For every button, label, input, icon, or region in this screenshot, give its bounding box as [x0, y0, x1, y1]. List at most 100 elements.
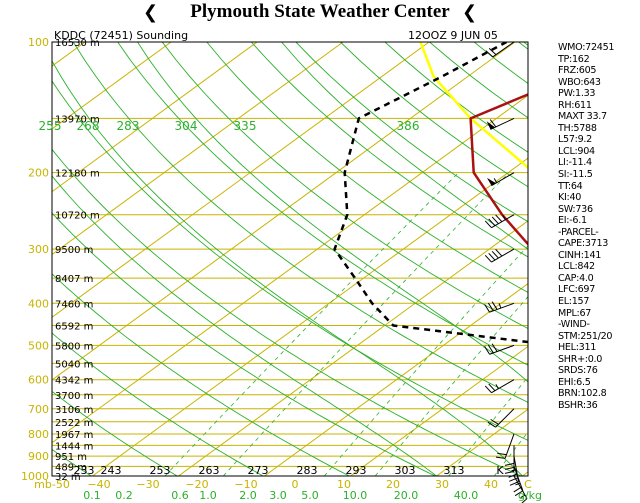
height-label: 7460 m — [55, 299, 93, 310]
sounding-index: TT:64 — [558, 180, 583, 192]
theta-label: 335 — [234, 119, 257, 133]
mixing-ratio-line — [323, 245, 528, 476]
pressure-tick-label: 700 — [28, 403, 49, 416]
sounding-index: -PARCEL- — [558, 226, 599, 238]
isotherm-line — [52, 42, 172, 130]
height-label: 3106 m — [55, 405, 93, 416]
temperature-profile-line — [469, 93, 528, 246]
kelvin-tick-label: 233 — [74, 464, 95, 477]
pressure-tick-label: 900 — [28, 450, 49, 463]
sounding-index: MPL:67 — [558, 307, 592, 319]
sounding-index: CAPE:3713 — [558, 238, 609, 250]
sounding-index: FRZ:605 — [558, 65, 597, 77]
isotherm-line — [92, 157, 528, 476]
height-label: 9500 m — [55, 245, 93, 256]
sounding-index: RH:611 — [558, 99, 592, 111]
height-label: 16530 m — [55, 38, 100, 49]
sounding-index: TP:162 — [558, 53, 590, 65]
kelvin-tick-label: 243 — [101, 464, 122, 477]
isotherm-line — [52, 42, 344, 256]
height-label: 12180 m — [55, 169, 100, 180]
theta-label: 283 — [117, 119, 140, 133]
sounding-index: MAXT 33.7 — [558, 111, 607, 123]
theta-label: 304 — [175, 119, 198, 133]
theta-label: 255 — [39, 119, 62, 133]
mixing-ratio-label: g/kg — [518, 489, 542, 502]
height-label: 2522 m — [55, 418, 93, 429]
height-label: 951 m — [55, 452, 87, 463]
sounding-index: EL:157 — [558, 296, 590, 308]
wind-barb — [486, 172, 515, 187]
sounding-index: TH:5788 — [558, 122, 597, 134]
moist-adiabat-line — [137, 42, 528, 383]
sounding-index: LCL:842 — [558, 261, 595, 273]
dry-adiabat-line — [52, 332, 264, 476]
sounding-index: L57:9.2 — [558, 134, 592, 146]
height-label: 32 m — [55, 472, 81, 483]
celsius-tick-label: 40 — [484, 478, 498, 491]
sounding-index: LI:-11.4 — [558, 157, 592, 169]
pressure-tick-label: 300 — [28, 243, 49, 256]
kelvin-tick-label: 253 — [150, 464, 171, 477]
mixing-ratio-line — [374, 296, 528, 476]
kelvin-tick-label: 263 — [199, 464, 220, 477]
isotherm-line — [178, 220, 528, 476]
page-title-bar: ❮ Plymouth State Weather Center ❮ — [0, 0, 640, 26]
kelvin-tick-label: K — [496, 464, 504, 477]
sounding-index: EHI:6.5 — [558, 376, 591, 388]
height-label: 6592 m — [55, 321, 93, 332]
celsius-tick-label: −30 — [136, 478, 159, 491]
moist-adiabat-line — [52, 175, 437, 476]
wind-barb — [495, 433, 515, 459]
pennant-left-icon: ❮ — [143, 2, 159, 23]
isotherm-line — [52, 94, 528, 444]
wind-barb — [484, 301, 515, 313]
mixing-ratio-line — [493, 431, 528, 476]
sounding-index: -WIND- — [558, 319, 590, 331]
dry-adiabat-line — [52, 80, 528, 441]
moist-adiabat-line — [281, 42, 528, 250]
sounding-index: HEL:311 — [558, 342, 597, 354]
wind-barb — [504, 445, 515, 474]
mixing-ratio-label: 1.0 — [199, 489, 217, 502]
pressure-tick-label: 200 — [28, 167, 49, 180]
celsius-tick-label: 10 — [337, 478, 351, 491]
sounding-index: CINH:141 — [558, 249, 602, 261]
pressure-tick-label: 600 — [28, 374, 49, 387]
sounding-index: SRDS:76 — [558, 365, 598, 377]
sounding-index: EI:-6.1 — [558, 215, 587, 227]
celsius-tick-label: 30 — [435, 478, 449, 491]
mixing-ratio-label: 10.0 — [343, 489, 368, 502]
kelvin-tick-label: 303 — [395, 464, 416, 477]
isotherm-line — [264, 283, 528, 476]
wind-barb — [484, 214, 515, 229]
wind-barb — [484, 248, 515, 263]
dry-adiabat-line — [52, 148, 522, 476]
mixing-ratio-label: 40.0 — [454, 489, 479, 502]
dry-adiabat-line — [52, 390, 178, 476]
station-label: KDDC (72451) Sounding — [54, 29, 188, 42]
wind-barb — [484, 343, 515, 355]
wind-barb — [487, 408, 515, 428]
dry-adiabat-line — [52, 212, 436, 476]
wind-barb — [513, 475, 528, 503]
sounding-index: KI:40 — [558, 192, 582, 204]
celsius-tick-label: C — [524, 478, 532, 491]
sounding-index: STM:251/20 — [558, 330, 613, 342]
pressure-tick-label: 800 — [28, 428, 49, 441]
pressure-tick-label: 500 — [28, 339, 49, 352]
pressure-tick-label: 400 — [28, 297, 49, 310]
wind-barb — [486, 117, 515, 130]
height-label: 5040 m — [55, 359, 93, 370]
isotherm-line — [52, 42, 258, 193]
dry-adiabat-line — [52, 273, 350, 476]
mixing-ratio-label: 0.6 — [171, 489, 189, 502]
height-label: 1444 m — [55, 441, 93, 452]
wind-barb — [485, 41, 515, 58]
valid-time-label: 12OOZ 9 JUN 05 — [408, 29, 498, 42]
mixing-ratio-line — [223, 172, 510, 476]
sounding-index: LFC:697 — [558, 284, 596, 296]
dry-adiabat-line — [117, 42, 528, 366]
axis-labels: KDDC (72451) Sounding 12OOZ 9 JUN 05 10 0… — [21, 29, 542, 502]
